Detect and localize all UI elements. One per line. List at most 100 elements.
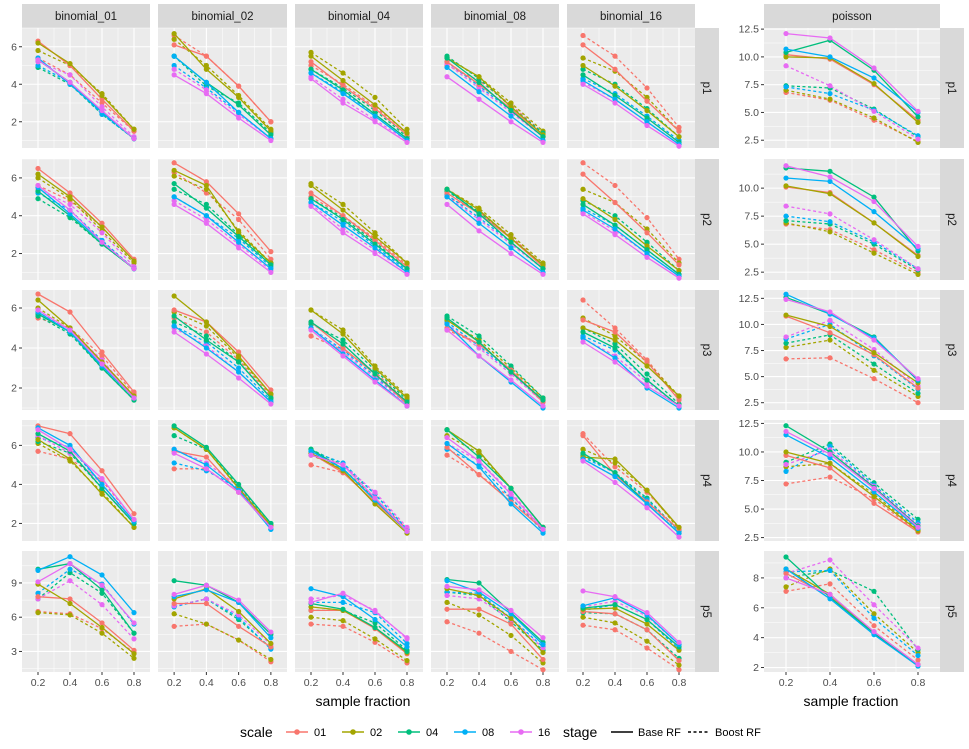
data-point-base-16 bbox=[99, 475, 105, 482]
data-point-boost-04 bbox=[476, 333, 482, 339]
data-point-boost-02 bbox=[444, 599, 450, 605]
data-point-boost-02 bbox=[508, 232, 514, 238]
data-point-boost-04 bbox=[783, 218, 789, 224]
series-line-base-16 bbox=[446, 437, 544, 530]
data-point-base-08 bbox=[35, 567, 41, 574]
data-point-base-08 bbox=[783, 566, 789, 572]
data-point-base-02 bbox=[540, 262, 546, 268]
data-point-boost-08 bbox=[171, 62, 177, 69]
series-line-base-01 bbox=[582, 44, 680, 132]
data-point-boost-16 bbox=[340, 96, 346, 102]
data-point-boost-01 bbox=[444, 452, 450, 458]
series-line-boost-02 bbox=[37, 442, 135, 528]
data-point-boost-02 bbox=[404, 657, 410, 664]
panel-poisson-p1: 2.5 5.0 7.5 10.0 12.5 bbox=[739, 24, 940, 148]
facet-panels: binomial_01 binomial_02 binomial_04 binomia… bbox=[11, 4, 964, 689]
row-label-p5: p5 bbox=[700, 605, 712, 618]
series-line-base-16 bbox=[446, 76, 544, 143]
y-tick-label: 6 bbox=[11, 41, 17, 53]
data-point-base-02 bbox=[476, 207, 482, 213]
series-line-base-04 bbox=[582, 74, 680, 143]
data-point-boost-08 bbox=[915, 652, 921, 659]
data-point-base-02 bbox=[308, 307, 314, 313]
data-point-base-01 bbox=[340, 83, 346, 89]
series-line-boost-01 bbox=[446, 621, 544, 671]
series-line-base-16 bbox=[173, 584, 272, 633]
series-line-base-01 bbox=[785, 315, 919, 389]
series-line-base-16 bbox=[37, 562, 135, 624]
series-line-boost-04 bbox=[173, 188, 272, 264]
data-point-base-02 bbox=[580, 325, 586, 331]
data-point-boost-01 bbox=[612, 464, 618, 470]
data-point-base-02 bbox=[35, 40, 41, 46]
data-point-boost-02 bbox=[783, 584, 789, 590]
data-point-boost-01 bbox=[476, 630, 482, 636]
data-point-base-04 bbox=[404, 648, 410, 655]
data-point-base-16 bbox=[236, 597, 242, 603]
data-point-base-04 bbox=[236, 481, 242, 488]
series-line-boost-16 bbox=[446, 196, 544, 270]
data-point-base-16 bbox=[171, 72, 177, 78]
data-point-boost-16 bbox=[783, 203, 789, 209]
y-tick-label: 7.5 bbox=[744, 475, 759, 487]
series-line-base-01 bbox=[173, 309, 272, 391]
row-label-p4: p4 bbox=[700, 474, 712, 487]
data-point-base-04 bbox=[308, 66, 314, 72]
series-line-base-04 bbox=[446, 317, 544, 401]
x-tick-label: 0.4 bbox=[336, 677, 351, 689]
data-point-base-01 bbox=[676, 657, 682, 664]
data-point-base-16 bbox=[508, 491, 514, 497]
y-tick-label: 10.0 bbox=[739, 319, 760, 331]
data-point-base-04 bbox=[268, 395, 274, 401]
series-line-base-02 bbox=[785, 56, 919, 123]
data-point-base-04 bbox=[508, 239, 514, 245]
series-line-boost-04 bbox=[785, 219, 919, 271]
data-point-base-08 bbox=[476, 89, 482, 95]
legend-key-point-08 bbox=[462, 729, 468, 735]
data-point-boost-01 bbox=[580, 622, 586, 628]
data-point-base-02 bbox=[612, 83, 618, 89]
data-point-base-02 bbox=[580, 196, 586, 202]
x-tick-label: 0.8 bbox=[536, 677, 551, 689]
series-line-base-02 bbox=[785, 451, 919, 532]
series-line-boost-02 bbox=[37, 177, 135, 264]
x-tick-label: 0.6 bbox=[640, 677, 655, 689]
data-point-base-01 bbox=[476, 606, 482, 612]
data-point-base-16 bbox=[444, 583, 450, 589]
data-point-boost-16 bbox=[372, 489, 378, 495]
series-line-base-16 bbox=[446, 203, 544, 275]
series-line-base-04 bbox=[37, 190, 135, 270]
series-line-boost-16 bbox=[37, 579, 135, 640]
y-tick-label: 12.5 bbox=[739, 418, 760, 430]
data-point-boost-04 bbox=[871, 588, 877, 594]
y-tick-label: 4 bbox=[11, 210, 17, 222]
series-line-base-02 bbox=[446, 57, 544, 136]
series-line-boost-04 bbox=[310, 68, 408, 138]
data-point-base-08 bbox=[372, 245, 378, 251]
series-line-boost-04 bbox=[310, 198, 408, 270]
data-point-base-16 bbox=[915, 661, 921, 668]
data-point-base-16 bbox=[783, 30, 789, 37]
series-line-base-08 bbox=[446, 442, 544, 534]
data-point-base-02 bbox=[372, 365, 378, 371]
data-point-boost-01 bbox=[871, 376, 877, 382]
series-line-boost-08 bbox=[785, 569, 919, 657]
series-line-boost-02 bbox=[310, 309, 408, 397]
y-tick-label: 9 bbox=[11, 577, 17, 589]
row-strip-p5 bbox=[695, 551, 719, 672]
series-line-base-04 bbox=[173, 425, 272, 524]
facet-strip-binomial_08 bbox=[431, 4, 559, 28]
data-point-base-01 bbox=[203, 179, 209, 185]
x-tick-label: 0.2 bbox=[31, 677, 46, 689]
data-point-base-04 bbox=[171, 313, 177, 319]
legend-label-16: 16 bbox=[538, 727, 550, 739]
facet-strip-binomial_04 bbox=[295, 4, 423, 28]
data-point-base-02 bbox=[676, 524, 682, 530]
series-line-base-16 bbox=[785, 430, 919, 528]
data-point-boost-01 bbox=[915, 400, 921, 406]
data-point-base-16 bbox=[131, 395, 137, 401]
data-point-boost-02 bbox=[203, 62, 209, 69]
data-point-boost-01 bbox=[644, 85, 650, 91]
data-point-boost-02 bbox=[915, 271, 921, 277]
data-point-base-04 bbox=[580, 72, 586, 78]
